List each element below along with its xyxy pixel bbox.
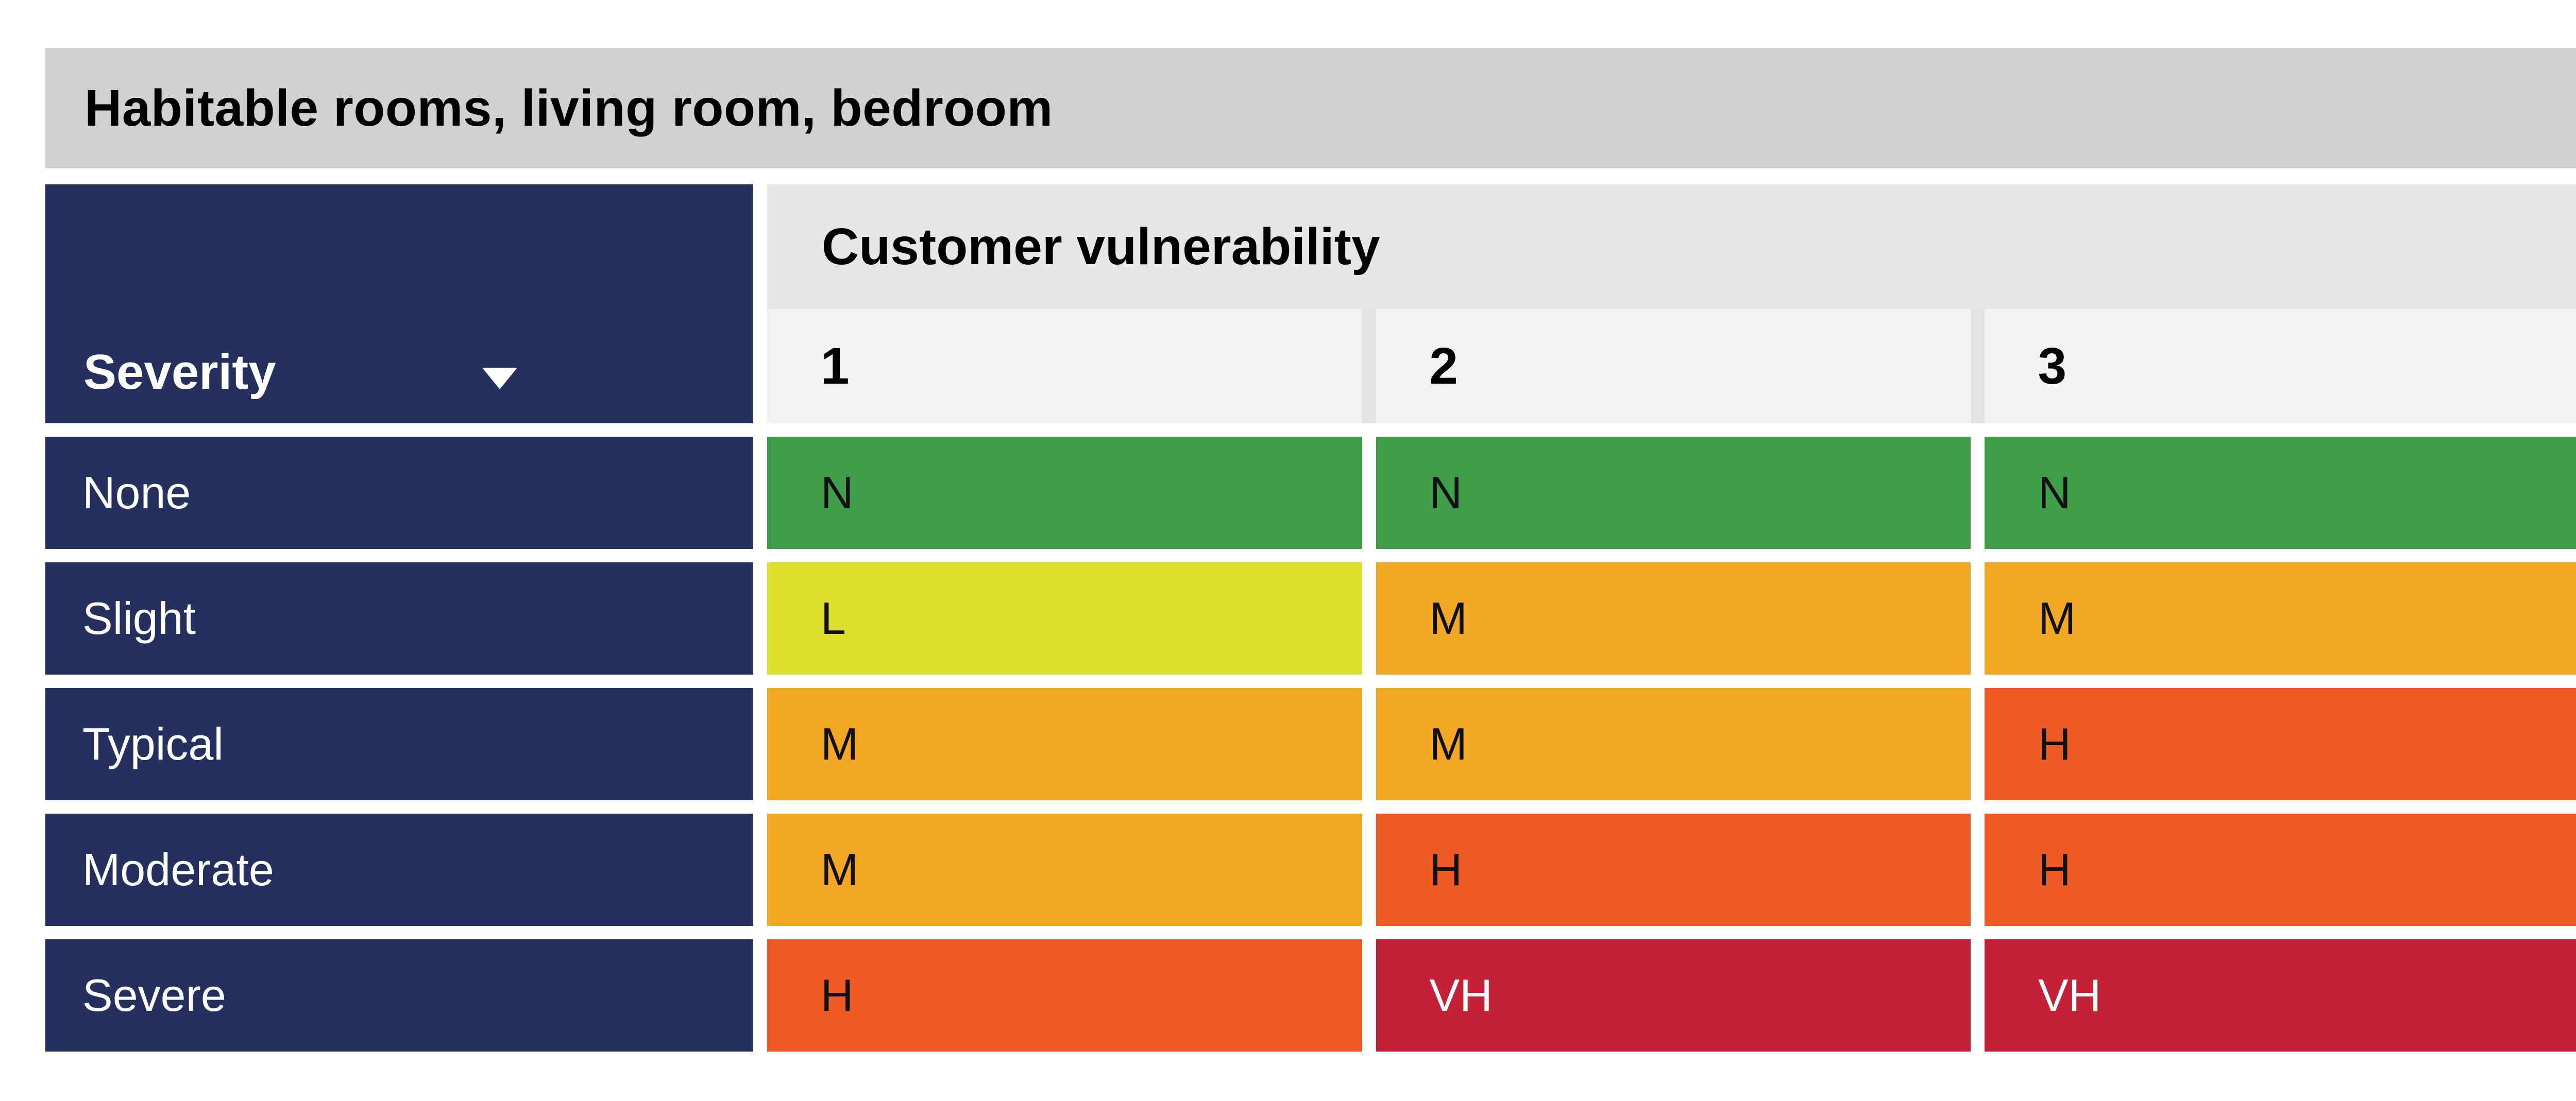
- risk-cell: M: [767, 814, 1362, 926]
- risk-cell: H: [1376, 814, 1971, 926]
- row-label: None: [45, 437, 753, 549]
- matrix-row-moderate: Moderate M H H VH: [45, 814, 2576, 926]
- column-header-3: 3: [1984, 309, 2576, 423]
- risk-cell: H: [767, 939, 1362, 1052]
- table-title: Habitable rooms, living room, bedroom: [84, 79, 1053, 137]
- column-header-2: 2: [1376, 309, 1971, 423]
- matrix-row-typical: Typical M M H H: [45, 688, 2576, 800]
- matrix-header-row: Severity Customer vulnerability 1 2 3 4: [45, 184, 2576, 423]
- risk-matrix: Severity Customer vulnerability 1 2 3 4 …: [45, 184, 2576, 1052]
- risk-cell: H: [1985, 814, 2576, 926]
- row-label: Severe: [45, 939, 753, 1052]
- customer-vulnerability-band: Customer vulnerability: [767, 184, 2576, 309]
- row-label: Slight: [45, 562, 753, 675]
- risk-cell: VH: [1985, 939, 2576, 1052]
- risk-cell: M: [1376, 562, 1971, 675]
- risk-cell: M: [767, 688, 1362, 800]
- risk-cell: N: [767, 437, 1362, 549]
- triangle-down-icon[interactable]: [482, 368, 517, 389]
- severity-header-cell[interactable]: Severity: [45, 184, 753, 423]
- row-label: Typical: [45, 688, 753, 800]
- column-header-1: 1: [767, 309, 1363, 423]
- risk-cell: VH: [1376, 939, 1971, 1052]
- matrix-row-slight: Slight L M M M: [45, 562, 2576, 675]
- risk-cell: M: [1985, 562, 2576, 675]
- risk-cell: N: [1376, 437, 1971, 549]
- customer-vulnerability-header: Customer vulnerability 1 2 3 4: [767, 184, 2576, 423]
- risk-cell: M: [1376, 688, 1971, 800]
- severity-axis-label: Severity: [83, 344, 276, 400]
- risk-cell: L: [767, 562, 1362, 675]
- matrix-row-severe: Severe H VH VH VH: [45, 939, 2576, 1052]
- matrix-row-none: None N N N N: [45, 437, 2576, 549]
- risk-cell: H: [1985, 688, 2576, 800]
- risk-cell: N: [1985, 437, 2576, 549]
- row-label: Moderate: [45, 814, 753, 926]
- column-headers-row: 1 2 3 4: [767, 309, 2576, 423]
- table-title-bar: Habitable rooms, living room, bedroom: [45, 48, 2576, 168]
- customer-vulnerability-axis-label: Customer vulnerability: [822, 217, 1380, 276]
